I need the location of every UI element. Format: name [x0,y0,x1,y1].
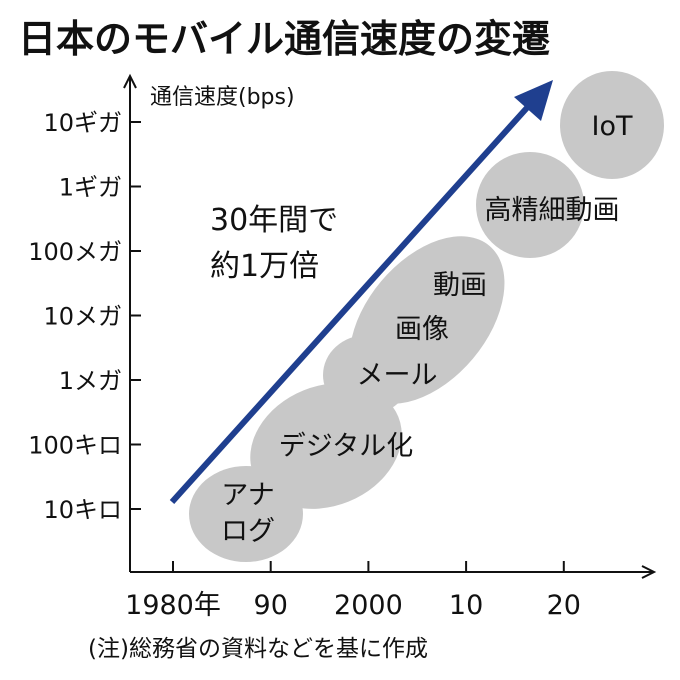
x-tick-label: 10 [449,590,483,621]
y-tick-label: 10メガ [43,303,122,331]
category-label: 動画 [433,270,487,301]
y-ticks: 10キロ 100キロ 1メガ 10メガ 100メガ 1ギガ 10ギガ [28,109,141,524]
x-tick-label: 20 [547,590,581,621]
category-label: IoT [592,111,633,142]
y-tick-label: 100キロ [28,432,122,460]
category-label: デジタル化 [279,431,413,462]
y-tick-label: 1ギガ [59,174,122,202]
trend-arrow-head [514,80,553,121]
y-tick-label: 10キロ [43,496,122,524]
category-label: 高精細動画 [485,195,620,226]
category-blob [476,152,584,258]
category-label: アナ [221,480,274,511]
category-blob [560,71,664,179]
category-label: メール [357,360,438,391]
trend-arrow-shaft [169,97,537,505]
y-tick-label: 1メガ [59,367,122,395]
chart-title: 日本のモバイル通信速度の変遷 [18,17,550,61]
trend-arrow [169,80,553,505]
trend-annotation-line-2: 約1万倍 [210,249,319,284]
trend-annotation-line-1: 30年間で [210,203,338,238]
category-label: ログ [221,516,275,547]
x-tick-label: 2000 [334,590,403,621]
x-tick-label: 90 [254,590,288,621]
y-axis-label: 通信速度(bps) [150,85,295,110]
x-ticks: 1980年 90 2000 10 20 [125,561,581,621]
x-axis-arrowhead [641,565,657,579]
category-blobs [189,71,664,562]
y-tick-label: 100メガ [28,238,122,266]
category-blob [349,236,505,404]
y-axis-arrowhead [123,73,137,89]
x-tick-label: 1980年 [125,590,221,621]
source-note: (注)総務省の資料などを基に作成 [88,636,428,662]
y-tick-label: 10ギガ [43,109,122,137]
category-label: 画像 [395,314,449,345]
